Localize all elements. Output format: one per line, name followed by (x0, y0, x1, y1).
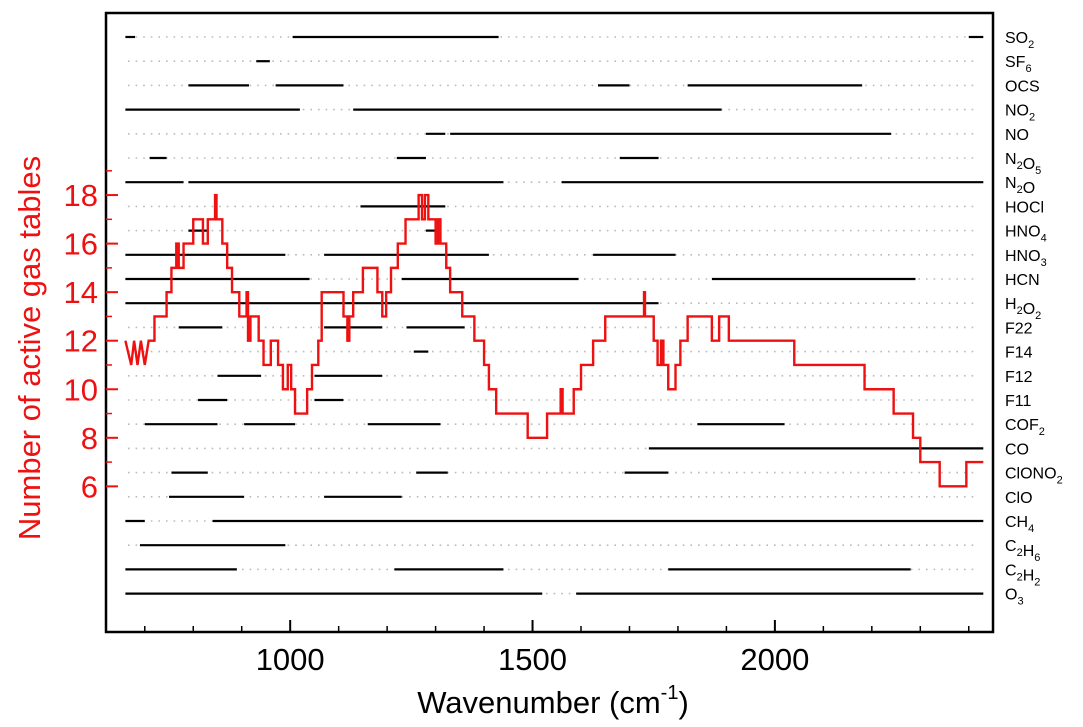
gas-label: SO2 (1005, 30, 1034, 51)
gas-label: H2O2 (1005, 296, 1041, 322)
x-axis-label-close: ) (678, 685, 688, 720)
gas-label: C2H6 (1005, 538, 1040, 564)
plot-frame (104, 11, 995, 634)
y-tick-label: 14 (64, 275, 98, 310)
x-tick-label: 1500 (498, 642, 567, 677)
gas-label: OCS (1005, 78, 1040, 95)
y-tick-label: 16 (64, 227, 98, 262)
gas-label: ClO (1005, 490, 1033, 507)
x-axis-label-main: Wavenumber (cm (417, 685, 660, 720)
y-axis-label: Number of active gas tables (12, 156, 47, 540)
gas-label: SF6 (1005, 54, 1032, 75)
gas-label: F11 (1005, 393, 1031, 410)
gas-label: F22 (1005, 320, 1033, 337)
gas-label: O3 (1005, 587, 1024, 608)
active-tables-series-line (124, 193, 984, 488)
gas-coverage-bars (125, 35, 984, 595)
x-axis-label-exponent: -1 (661, 682, 679, 704)
y-tick-label: 10 (64, 372, 98, 407)
gas-label: CH4 (1005, 514, 1034, 535)
gas-label: F12 (1005, 369, 1033, 386)
gas-label: ClONO2 (1005, 466, 1063, 487)
gas-label: HCN (1005, 272, 1040, 289)
y-tick-label: 6 (81, 469, 98, 504)
gas-label: HOCl (1005, 199, 1044, 216)
y-tick-label: 8 (81, 421, 98, 456)
gas-label: HNO4 (1005, 224, 1047, 245)
y-tick-label: 18 (64, 178, 98, 213)
y-axis: 6 8 10 12 14 16 18 (64, 170, 118, 504)
gas-label: C2H2 (1005, 562, 1040, 588)
x-tick-label: 1000 (256, 642, 325, 677)
gas-label: NO (1005, 127, 1029, 144)
gas-label: CO (1005, 441, 1029, 458)
x-axis: 1000 1500 2000 (144, 620, 970, 677)
gas-label: N2O (1005, 175, 1035, 197)
gas-label: COF2 (1005, 417, 1045, 438)
gas-label: HNO3 (1005, 248, 1047, 269)
x-tick-label: 2000 (740, 642, 809, 677)
gas-label: F14 (1005, 345, 1033, 362)
gas-label: N2O5 (1005, 151, 1041, 177)
y-tick-label: 12 (64, 324, 98, 359)
x-axis-label: Wavenumber (cm-1) (417, 682, 689, 720)
gas-label: NO2 (1005, 103, 1035, 124)
